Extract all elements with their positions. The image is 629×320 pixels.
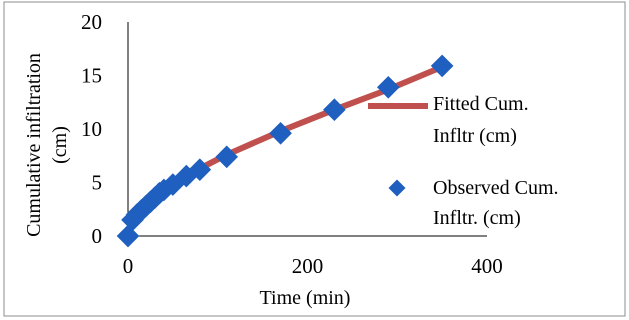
y-tick-label: 0 xyxy=(92,224,103,248)
legend: Fitted Cum. Infltr (cm) Observed Cum. In… xyxy=(368,93,559,229)
y-tick-label: 5 xyxy=(92,171,103,195)
chart-frame xyxy=(3,1,626,317)
observed-point xyxy=(269,121,292,145)
y-axis-title-line-1: Cumulative infiltration xyxy=(23,53,45,237)
y-axis-title: Cumulative infiltration (cm) xyxy=(23,53,71,237)
legend-label-fitted-line-1: Fitted Cum. xyxy=(433,93,529,115)
legend-swatch-observed xyxy=(388,179,406,197)
x-axis-title: Time (min) xyxy=(260,287,351,309)
y-axis-title-line-2: (cm) xyxy=(49,126,71,164)
y-tick-label: 20 xyxy=(81,10,102,34)
x-tick-label: 200 xyxy=(292,254,324,278)
legend-label-observed-line-1: Observed Cum. xyxy=(433,177,559,199)
y-tick-label: 15 xyxy=(81,64,102,88)
y-ticks: 0 5 10 15 20 xyxy=(81,10,102,248)
x-tick-label: 0 xyxy=(123,254,134,278)
axes xyxy=(127,22,487,237)
observed-point xyxy=(188,158,212,181)
x-tick-label: 400 xyxy=(471,254,503,278)
y-tick-label: 10 xyxy=(81,117,102,141)
x-ticks: 0 200 400 xyxy=(123,254,503,278)
legend-label-observed-line-2: Infltr. (cm) xyxy=(433,207,521,229)
legend-label-fitted-line-2: Infltr (cm) xyxy=(433,125,517,147)
